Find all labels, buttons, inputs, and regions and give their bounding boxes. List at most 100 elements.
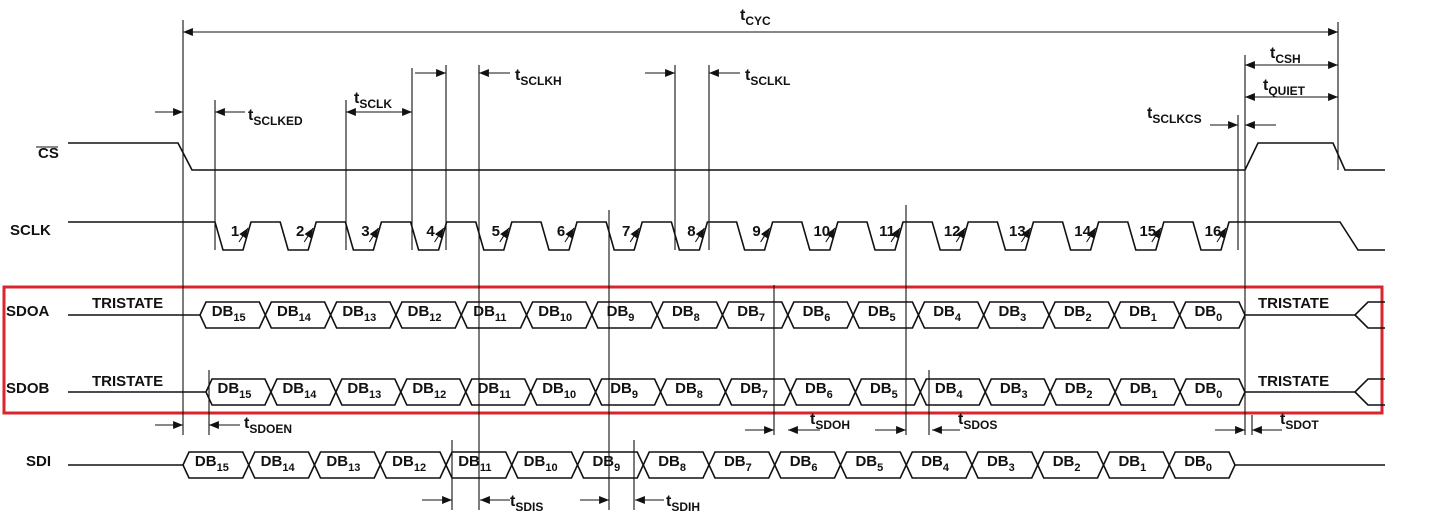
edge-arrow [303,227,314,243]
sub-text: 15 [239,389,251,401]
sdoa-tristate [68,301,1385,329]
tristate-label: TRISTATE [92,295,163,312]
sub-text: 13 [348,462,360,474]
sub-text: 9 [632,389,638,401]
main-text: DB [790,453,812,470]
pulse-number: 2 [296,223,304,240]
sub-text: 6 [811,462,817,474]
edge-arrow [629,227,640,243]
data-word: DB12 [412,380,446,401]
main-text: DB [805,380,827,397]
pulse-number: 3 [361,223,369,240]
data-word: DB15 [218,380,252,401]
sub-text: 1 [1151,389,1157,401]
sub-text: 5 [892,389,898,401]
main-text: DB [478,380,500,397]
sub-text: 12 [429,312,441,324]
main-text: DB [542,380,564,397]
main-text: DB [672,303,694,320]
data-word: DB10 [542,380,576,401]
sub-text: 6 [827,389,833,401]
main-text: DB [724,453,746,470]
main-text: DB [933,303,955,320]
main-text: DB [392,453,414,470]
pulse-number: 7 [622,223,630,240]
data-word: DB7 [740,380,768,401]
timing-label: tSCLKL [745,67,790,88]
data-word: DB9 [610,380,638,401]
main-text: t [1270,45,1276,62]
sub-text: QUIET [1268,84,1305,98]
sub-text: 11 [499,389,511,401]
main-text: DB [740,380,762,397]
main-text: DB [1184,453,1206,470]
data-word: DB4 [935,380,964,401]
timing-label: tSCLKH [515,67,562,88]
sub-text: 1 [1151,312,1157,324]
sub-text: 8 [697,389,703,401]
main-text: t [1263,77,1269,94]
data-word: DB15 [195,453,229,474]
main-text: DB [658,453,680,470]
tristate-label: TRISTATE [1258,373,1329,390]
main-text: DB [1130,380,1152,397]
data-cell [1178,301,1246,329]
data-cell [1168,451,1236,479]
pulse-number: 9 [752,223,760,240]
main-text: DB [195,453,217,470]
data-word: DB7 [724,453,752,474]
sdob-tristate [68,378,1385,406]
sub-text: 7 [762,389,768,401]
sub-text: SDOS [963,418,997,432]
pulse-number: 1 [231,223,239,240]
data-word: DB1 [1129,303,1157,324]
sub-text: 4 [943,462,950,474]
main-text: DB [261,453,283,470]
timing-label: tSDIS [510,493,543,514]
data-word: DB1 [1130,380,1158,401]
sub-text: 11 [480,462,492,474]
main-text: DB [326,453,348,470]
timing-label: tQUIET [1263,77,1306,98]
sub-text: 0 [1206,462,1212,474]
sub-text: 10 [545,462,557,474]
main-text: t [1147,105,1153,122]
data-word: DB6 [790,453,818,474]
data-word: DB0 [1194,303,1222,324]
sub-text: 14 [299,312,312,324]
data-cell [1179,378,1246,406]
main-text: DB [868,303,890,320]
sub-text: 8 [680,462,686,474]
data-word: DB6 [803,303,831,324]
sub-text: 3 [1020,312,1026,324]
edge-arrow [955,227,966,243]
data-word: DB13 [326,453,360,474]
main-text: DB [1194,303,1216,320]
main-text: DB [347,380,369,397]
edge-arrow [499,227,510,243]
pulse-number: 13 [1009,223,1026,240]
sclk-wave [68,221,1385,251]
tristate-label: TRISTATE [1258,295,1329,312]
pulse-number: 15 [1139,223,1156,240]
main-text: DB [524,453,546,470]
main-text: DB [1195,380,1217,397]
main-text: DB [218,380,240,397]
main-text: DB [1053,453,1075,470]
highlight-box [2,285,1384,415]
sub-text: 0 [1216,312,1222,324]
sub-text: 12 [414,462,426,474]
timing-label: tSDOS [958,411,997,432]
sub-text: 15 [217,462,229,474]
pulse-number: 14 [1074,223,1091,240]
sub-text: 1 [1140,462,1146,474]
pulse-number: 4 [426,223,435,240]
main-text: DB [1000,380,1022,397]
sub-text: SDOEN [249,422,292,436]
sub-text: 10 [560,312,572,324]
tristate-label: TRISTATE [92,373,163,390]
main-text: DB [935,380,957,397]
edge-arrow [760,227,771,243]
data-word: DB11 [473,303,506,324]
data-word: DB8 [672,303,700,324]
